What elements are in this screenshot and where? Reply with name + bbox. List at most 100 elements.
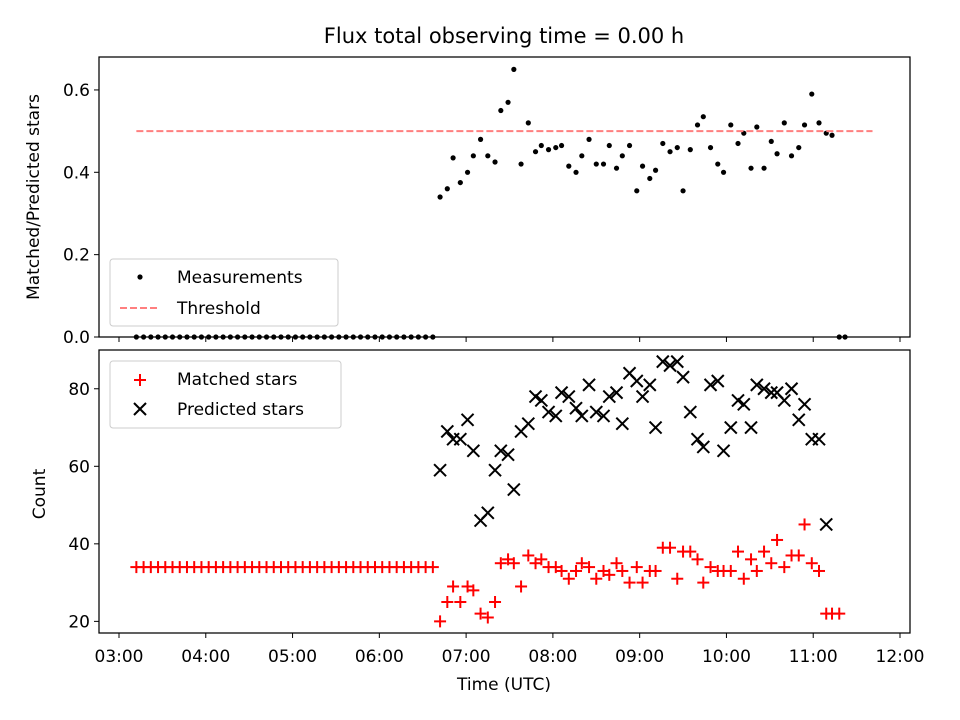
predicted-stars-point [690,432,705,446]
predicted-stars-point [541,405,556,419]
matched-stars-point [590,572,603,585]
matched-stars-point [489,595,502,608]
predicted-stars-point [433,463,447,477]
matched-stars-point [724,564,737,577]
matched-stars-point [441,595,454,608]
matched-stars-point [684,545,697,558]
matched-stars-point [535,553,548,566]
measurement-point [437,194,443,200]
count-panel: Count 03:00 04:00 05:00 06:00 07:00 08:00 09:0… [30,349,925,695]
measurement-point [674,144,680,151]
measurement-point [525,120,531,126]
matched-stars-point [745,553,758,566]
measurement-point [774,151,780,157]
predicted-stars-point [507,482,521,497]
measurement-point [647,175,653,182]
measurement-point [477,136,484,142]
measurement-point [754,124,760,130]
y-tick-label: 60 [68,457,90,477]
matched-stars-point [515,580,528,593]
matched-stars-point [758,545,771,558]
measurement-point [715,161,721,167]
matched-stars-point [671,572,684,585]
measurement-point [829,132,835,138]
matched-stars-point [447,580,460,593]
matched-stars-point [704,561,717,574]
matched-stars-point [616,564,629,577]
matched-stars-point [636,576,649,589]
time-x-axis-label: Time (UTC) [456,675,551,695]
x-tick-label: 06:00 [355,647,404,667]
y-tick-label: 0.4 [63,163,90,183]
predicted-stars-point [460,413,475,427]
measurement-point [652,167,659,173]
y-tick-label: 0.0 [63,328,90,348]
measurement-point [545,147,552,153]
matched-stars-point [507,557,520,570]
measurement-point [518,161,524,167]
predicted-stars-point [630,374,644,388]
measurement-point [505,99,511,105]
matched-stars-point [474,607,487,620]
measurement-point [444,186,450,192]
measurement-point [457,179,463,186]
matched-stars-point [575,557,588,570]
matched-stars-point [750,564,763,577]
matched-stars-point [555,564,568,577]
matched-stars-point [522,549,535,562]
measurement-point [680,188,686,194]
matched-stars-point [467,584,480,597]
predicted-stars-point [711,374,725,388]
matched-stars-point [583,561,596,574]
measurement-point [720,169,727,175]
measurement-point [707,144,714,151]
y-tick-label: 0.2 [63,246,90,266]
predicted-stars-point [635,389,650,404]
measurement-point [619,153,625,159]
predicted-stars-point [757,382,771,396]
measurement-point [801,122,808,128]
predicted-stars-point [534,393,549,408]
measurement-point [735,140,741,147]
x-tick-label: 04:00 [181,647,230,667]
predicted-stars-point [582,378,596,392]
measurement-point [796,144,802,151]
matched-stars-point [691,553,704,566]
ratio-y-ticks: 0.0 0.2 0.4 0.6 [63,81,99,348]
measurement-point [788,153,795,159]
count-plot-marks [130,354,846,628]
x-tick-label: 11:00 [789,647,838,667]
matched-stars-point [562,572,575,585]
predicted-stars-point [716,444,731,458]
measurement-point [470,153,476,159]
ratio-plot-marks [133,66,873,340]
matched-stars-point [765,557,778,570]
predicted-stars-point [656,354,670,369]
matched-stars-point [732,545,745,558]
measurement-point [606,142,612,149]
x-tick-label: 07:00 [442,647,491,667]
measurement-point [768,138,774,145]
predicted-stars-point [703,378,718,392]
matched-stars-point [649,564,662,577]
measurement-point [532,149,539,155]
predicted-stars-point [764,385,778,400]
predicted-stars-point [696,440,711,454]
matched-stars-point [792,549,805,562]
predicted-stars-point [569,401,583,415]
predicted-stars-point [615,416,630,431]
measurement-point [626,142,633,149]
matched-stars-point [737,572,750,585]
matched-stars-point [771,533,784,546]
predicted-stars-point [501,447,515,462]
measurement-point [492,159,498,165]
predicted-stars-point [724,420,738,435]
predicted-stars-point [643,378,657,392]
measurement-point [566,163,572,169]
y-tick-label: 0.6 [63,81,90,101]
predicted-stars-point [596,409,611,423]
matched-stars-point [603,568,616,581]
predicted-stars-point [528,389,543,404]
